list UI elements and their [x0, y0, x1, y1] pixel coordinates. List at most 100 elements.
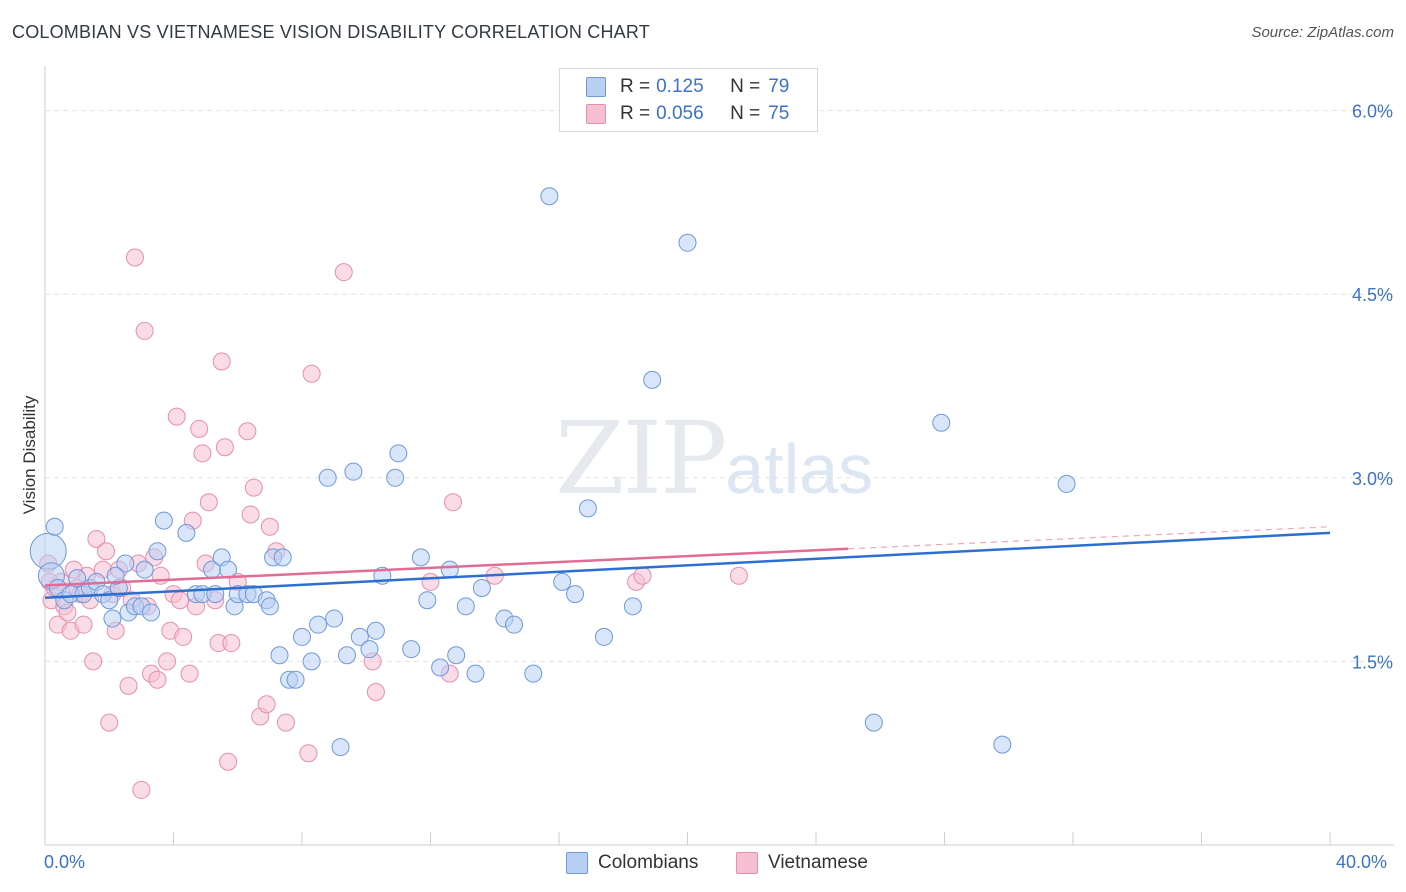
- vietnamese-point: [633, 566, 652, 585]
- trend-lines: [44, 526, 1331, 600]
- x-tick-label-min: 0.0%: [44, 852, 86, 872]
- colombians-point: [623, 597, 642, 616]
- vietnamese-point: [190, 419, 209, 438]
- colombians-point: [932, 413, 951, 432]
- colombians-points: [29, 187, 1076, 757]
- gridlines: [45, 110, 1394, 662]
- bottom-legend-label: Vietnamese: [768, 852, 868, 873]
- axes: [44, 66, 1394, 846]
- colombians-point: [350, 627, 369, 646]
- bottom-legend-vietnamese: Vietnamese: [736, 852, 868, 874]
- colombians-point: [540, 187, 559, 206]
- vietnamese-point: [158, 652, 177, 671]
- colombians-point: [344, 462, 363, 481]
- colombians-point: [566, 585, 585, 604]
- colombians-point: [142, 603, 161, 622]
- legend-r-label: R =: [620, 103, 651, 124]
- zipatlas-watermark: ZIPatlas: [555, 400, 873, 517]
- vietnamese-point: [299, 744, 318, 763]
- colombians-point: [553, 572, 572, 591]
- bottom-legend-label: Colombians: [598, 852, 699, 873]
- colombians-point: [293, 627, 311, 646]
- colombians-point: [1057, 474, 1076, 493]
- vietnamese-point: [212, 352, 231, 371]
- colombians-point: [106, 566, 125, 585]
- colombians-point: [286, 670, 305, 689]
- vietnamese-point: [193, 444, 212, 463]
- vietnamese-trend-extension: [848, 526, 1331, 550]
- colombians-point: [219, 560, 238, 579]
- colombians-point: [360, 640, 379, 659]
- vietnamese-point: [302, 364, 321, 383]
- colombians-point: [154, 511, 173, 530]
- vietnamese-point: [215, 438, 234, 457]
- vietnamese-point: [219, 752, 238, 771]
- legend-n-value: 75: [768, 103, 790, 124]
- y-tick-label: 6.0%: [1352, 102, 1393, 122]
- colombians-point: [148, 542, 167, 561]
- colombians-point: [103, 609, 122, 628]
- colombians-point: [431, 658, 450, 677]
- vietnamese-point: [244, 478, 263, 497]
- vietnamese-trend-line: [44, 547, 849, 587]
- legend-r-value: 0.056: [656, 103, 704, 124]
- bottom-legend-swatch-blue: [566, 852, 588, 874]
- vietnamese-point: [199, 493, 218, 512]
- colombians-point: [411, 548, 430, 567]
- colombians-point: [578, 499, 597, 518]
- colombians-point: [302, 652, 321, 671]
- legend-swatch-blue: [586, 77, 606, 97]
- legend-n-label: N =: [730, 103, 761, 124]
- vietnamese-point: [135, 321, 154, 340]
- colombians-point: [177, 523, 196, 542]
- colombians-point: [325, 609, 344, 628]
- vietnamese-point: [132, 780, 151, 799]
- vietnamese-point: [84, 652, 103, 671]
- colombians-point: [366, 621, 385, 640]
- vietnamese-point: [180, 664, 199, 683]
- colombians-point: [386, 468, 405, 487]
- vietnamese-point: [167, 407, 186, 426]
- vietnamese-point: [170, 591, 189, 610]
- vietnamese-point: [100, 713, 119, 732]
- colombians-point: [318, 468, 337, 487]
- vietnamese-point: [260, 517, 279, 536]
- colombians-point: [309, 615, 328, 634]
- vietnamese-point: [74, 615, 93, 634]
- vietnamese-point: [257, 695, 276, 714]
- vietnamese-point: [97, 542, 116, 561]
- colombians-point: [447, 646, 466, 665]
- legend-r-value: 0.125: [656, 76, 704, 97]
- bottom-legend-colombians: Colombians: [566, 852, 698, 874]
- colombians-point: [418, 591, 437, 610]
- vietnamese-point: [238, 422, 257, 441]
- colombians-point: [45, 517, 64, 536]
- bottom-legend-swatch-pink: [736, 852, 758, 874]
- colombians-point: [440, 560, 459, 579]
- colombians-point: [135, 560, 154, 579]
- legend-r-label: R =: [620, 76, 651, 97]
- watermark-atlas: atlas: [725, 430, 874, 508]
- vietnamese-point: [87, 530, 106, 548]
- colombians-point: [594, 627, 613, 646]
- vietnamese-point: [366, 683, 385, 701]
- vietnamese-point: [174, 627, 193, 646]
- y-tick-label: 3.0%: [1352, 469, 1393, 489]
- colombians-point: [472, 578, 491, 597]
- vietnamese-point: [125, 248, 144, 267]
- colombians-point: [643, 370, 662, 389]
- vietnamese-points: [39, 248, 748, 799]
- colombians-trend-line: [44, 531, 1331, 600]
- vietnamese-point: [119, 676, 138, 695]
- colombians-point: [331, 738, 350, 757]
- colombians-point: [466, 664, 485, 683]
- colombians-point: [864, 713, 883, 732]
- colombians-point: [456, 597, 475, 616]
- y-axis-label: Vision Disability: [20, 395, 39, 515]
- vietnamese-point: [222, 634, 241, 653]
- x-tick-label-max: 40.0%: [1336, 852, 1388, 872]
- y-tick-label: 4.5%: [1352, 285, 1393, 305]
- y-tick-labels: 1.5% 3.0% 4.5% 6.0%: [1352, 102, 1393, 673]
- correlation-legend: R = 0.125 N = 79 R = 0.056 N = 75: [559, 68, 818, 132]
